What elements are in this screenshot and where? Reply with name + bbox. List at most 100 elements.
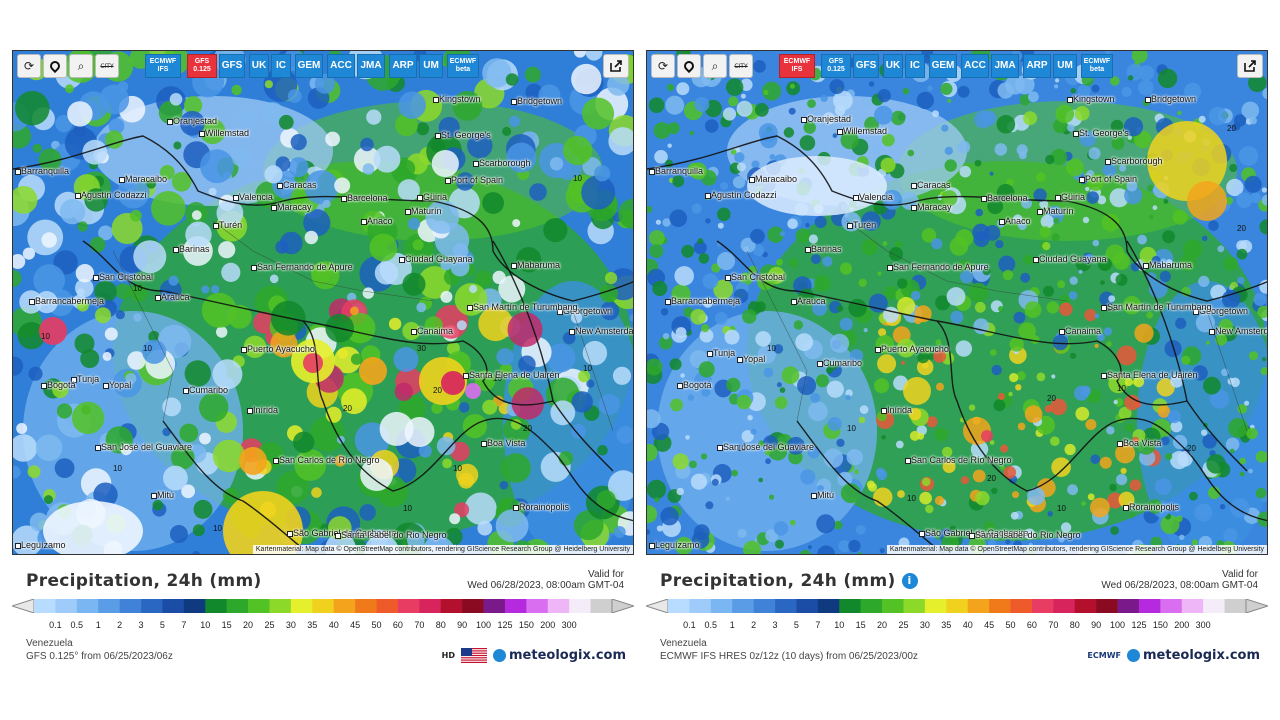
scale-tick-label: 25 — [264, 620, 275, 630]
city-toggle-button[interactable]: CITY — [95, 54, 119, 78]
model-button[interactable]: ACC — [961, 54, 989, 78]
model-button[interactable]: ECMWF IFS — [779, 54, 815, 78]
model-button[interactable]: UK — [249, 54, 269, 78]
scale-swatch — [668, 599, 690, 613]
map-viewport[interactable]: 10 10 30 20 20 10 20 10 10 10 10 10 10 10 Oranjestad Wi… — [12, 50, 634, 555]
color-scale-bar — [12, 599, 634, 613]
city-label: Arauca — [155, 292, 190, 302]
scale-tick-label: 0.1 — [49, 620, 62, 630]
map-viewport[interactable]: 2020202010201010101010101010OranjestadWi… — [646, 50, 1268, 555]
legend-title: Precipitation, 24h (mm) i — [660, 571, 918, 591]
model-button[interactable]: JMA — [991, 54, 1019, 78]
svg-text:10: 10 — [907, 494, 916, 503]
share-button[interactable] — [603, 54, 629, 78]
city-label: Barranquilla — [648, 166, 704, 176]
city-label: Barranquilla — [14, 166, 70, 176]
zoom-button[interactable]: ⌕ — [703, 54, 727, 78]
svg-text:10: 10 — [583, 364, 592, 373]
scale-tick-label: 10 — [834, 620, 845, 630]
map-attribution: Kartenmaterial: Map data © OpenStreetMap… — [886, 545, 1267, 554]
scale-tick-label: 125 — [1131, 620, 1147, 630]
valid-label: Valid for — [1222, 569, 1258, 580]
city-label: Kingstown — [433, 94, 481, 104]
city-label: Tunja — [706, 348, 736, 358]
city-label: Caracas — [911, 180, 951, 190]
model-button[interactable]: ECMWF IFS — [145, 54, 181, 78]
scale-arrow-left — [12, 599, 35, 613]
city-label: Barinas — [173, 244, 210, 254]
meteologix-logo[interactable]: meteologix.com — [1127, 648, 1260, 663]
scale-swatch — [226, 599, 249, 613]
model-button[interactable]: ECMWF beta — [1081, 54, 1113, 78]
city-label: Maracay — [271, 202, 312, 212]
model-button[interactable]: ECMWF beta — [447, 54, 479, 78]
model-button[interactable]: GFS 0.125 — [821, 54, 851, 78]
scale-swatch — [376, 599, 399, 613]
model-button[interactable]: ARP — [1023, 54, 1051, 78]
city-label: Oranjestad — [166, 116, 218, 126]
city-label: Maracay — [911, 202, 952, 212]
scale-tick-label: 5 — [159, 620, 165, 630]
scale-tick-label: 3 — [772, 620, 778, 630]
model-button[interactable]: IC — [905, 54, 925, 78]
hd-label[interactable]: HD — [441, 651, 456, 660]
model-button[interactable]: GFS — [853, 54, 879, 78]
city-label: Bridgetown — [1144, 94, 1197, 104]
scale-arrow-left — [646, 599, 669, 613]
city-label: Canaima — [1058, 326, 1102, 336]
model-button[interactable]: IC — [271, 54, 291, 78]
model-button[interactable]: GFS — [219, 54, 245, 78]
valid-label: Valid for — [588, 569, 624, 580]
city-label: Barinas — [805, 244, 842, 254]
city-label: Willemstad — [836, 126, 888, 136]
reload-button[interactable]: ⟳ — [651, 54, 675, 78]
locate-button[interactable] — [43, 54, 67, 78]
scale-swatch — [796, 599, 819, 613]
city-label: Puerto Ayacucho — [241, 344, 315, 354]
scale-swatch — [839, 599, 861, 613]
reload-icon: ⟳ — [657, 59, 669, 73]
scale-swatch — [989, 599, 1011, 613]
model-button[interactable]: UM — [1053, 54, 1077, 78]
scale-swatch — [1224, 599, 1247, 613]
reload-button[interactable]: ⟳ — [17, 54, 41, 78]
model-button[interactable]: UM — [419, 54, 443, 78]
model-button[interactable]: ARP — [389, 54, 417, 78]
scale-swatch — [141, 599, 163, 613]
model-button[interactable]: GEM — [929, 54, 957, 78]
locate-button[interactable] — [677, 54, 701, 78]
reload-icon: ⟳ — [23, 59, 35, 73]
scale-swatch — [1117, 599, 1140, 613]
svg-text:10: 10 — [737, 444, 746, 453]
meteologix-icon — [493, 649, 507, 662]
scale-swatch — [76, 599, 99, 613]
valid-time: Valid for Wed 06/28/2023, 08:00am GMT-04 — [467, 569, 624, 591]
scale-arrow-right — [611, 599, 634, 613]
share-button[interactable] — [1237, 54, 1263, 78]
scale-tick-label: 1 — [95, 620, 101, 630]
map-toolbar: ⟳ ⌕ CITY ECMWF IFS GFS 0.125 GFS UK IC GEM ACC JMA… — [13, 51, 633, 81]
model-button[interactable]: UK — [883, 54, 903, 78]
model-button[interactable]: GEM — [295, 54, 323, 78]
city-label: Güiria — [1054, 192, 1086, 202]
info-icon[interactable]: i — [901, 573, 918, 589]
scale-swatch — [119, 599, 142, 613]
city-label: Anaco — [361, 216, 393, 226]
city-label: Bogotá — [41, 380, 76, 390]
scale-tick-label: 50 — [371, 620, 382, 630]
meteologix-logo[interactable]: meteologix.com — [493, 648, 626, 663]
zoom-button[interactable]: ⌕ — [69, 54, 93, 78]
city-label: Santa Isabel do Rio Negro — [969, 530, 1081, 540]
model-button[interactable]: ACC — [327, 54, 355, 78]
city-label: Turén — [212, 220, 243, 230]
scale-swatch — [903, 599, 926, 613]
city-label: San Fernando de Apure — [887, 262, 989, 272]
model-button[interactable]: GFS 0.125 — [187, 54, 217, 78]
city-toggle-button[interactable]: CITY — [729, 54, 753, 78]
city-label: Canaima — [410, 326, 454, 336]
city-label: San José del Guaviare — [716, 442, 815, 452]
svg-text:10: 10 — [143, 344, 152, 353]
city-label: Barrancabermeja — [664, 296, 741, 306]
scale-swatch — [205, 599, 227, 613]
model-button[interactable]: JMA — [357, 54, 385, 78]
